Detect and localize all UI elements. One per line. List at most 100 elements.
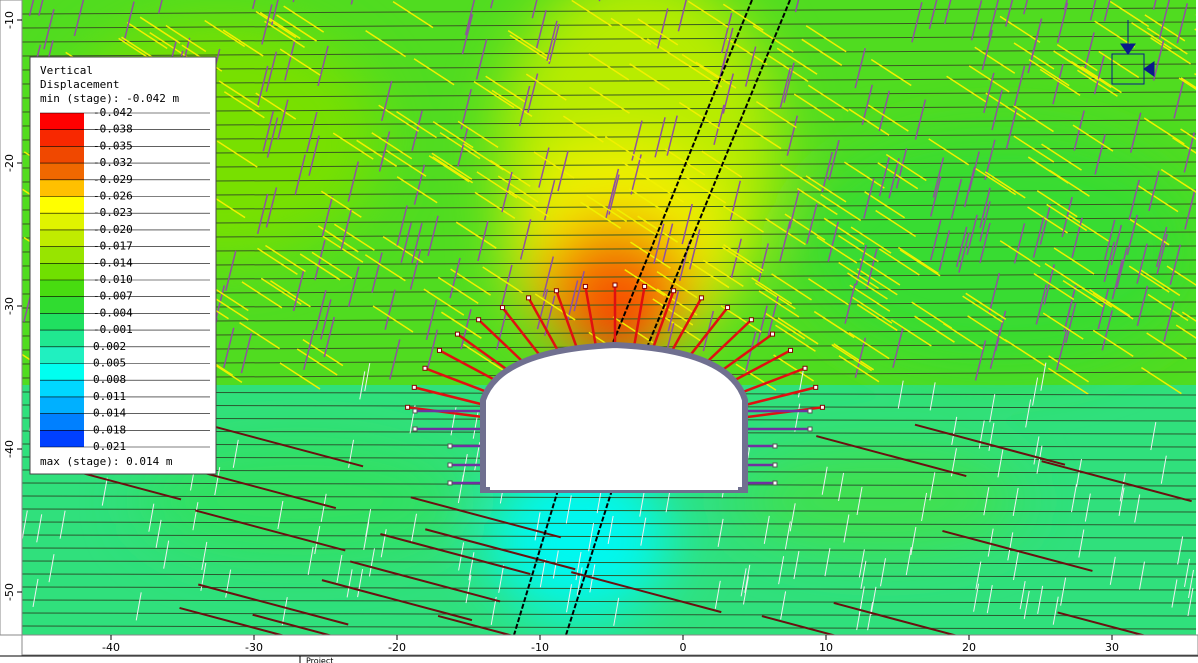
joint [1073,110,1085,151]
joint [575,551,582,581]
legend-label: -0.014 [93,256,133,269]
bolt-end [412,426,418,432]
joint [101,477,108,506]
joint [988,422,995,451]
joint [22,510,28,539]
joint [465,574,472,604]
joint [1068,214,1110,242]
joint [610,17,652,45]
joint [1089,289,1130,317]
joint [299,253,341,281]
joint [496,309,508,350]
joint [22,599,1196,604]
joint [975,561,982,590]
contour [140,440,460,560]
joint [899,249,941,277]
joint [950,178,963,220]
joint [22,560,1196,565]
bolt-end [422,365,428,371]
joint [666,115,678,156]
fault-line [647,0,791,346]
joint [321,579,473,622]
joint [828,139,840,181]
fault-line [611,0,753,346]
joint [723,244,764,272]
y-tick-label: -50 [3,583,16,601]
joint [148,503,155,532]
joint [476,171,518,199]
joint [357,569,364,598]
joint [999,240,1041,268]
legend-swatch [40,313,84,331]
joint [745,331,757,372]
joint [261,4,273,45]
joint [1042,312,1084,340]
rock-bolt [683,306,729,364]
joint [149,32,191,60]
joint [784,521,791,550]
joint [455,221,497,249]
joint [685,176,727,204]
joint [256,65,269,107]
legend-label: -0.004 [93,306,133,319]
joint [1156,233,1168,275]
joint [758,290,800,318]
legend-swatch [40,246,84,264]
joint [720,305,762,333]
legend-label: -0.023 [93,206,133,219]
contour [740,450,1020,550]
joint [1108,0,1150,28]
legend-label: 0.011 [93,390,126,403]
joint [346,569,353,598]
joint [1155,226,1168,268]
load-indicator [1111,20,1155,85]
joint [255,10,297,39]
joint [848,108,890,136]
joint [1139,268,1181,297]
bolt-end [447,462,453,468]
joint [450,268,492,296]
joint [986,585,993,614]
joint [426,329,439,370]
joint [489,159,531,187]
joint [491,89,533,118]
rock-bolt [632,286,646,352]
joint [866,248,878,290]
joint [1136,285,1149,327]
joint [764,312,806,340]
legend-swatch [40,413,84,431]
joint [1012,487,1019,517]
joint [756,305,768,346]
joint [22,231,1196,239]
joint [1163,301,1175,342]
joint [22,35,1196,43]
joint [371,132,413,160]
joint [794,403,801,432]
joint [1175,324,1196,339]
joint [914,315,955,343]
joint [439,132,481,160]
bolt-end [788,347,794,353]
joint [566,584,573,613]
bolt-end [698,295,704,301]
joint [22,301,1196,309]
joint [1160,455,1167,484]
joint [1184,189,1196,230]
joint [380,529,387,558]
joint [604,136,646,164]
joint [816,435,967,478]
joint [740,568,747,597]
joint [801,38,843,66]
joint [441,311,482,339]
joint [979,222,991,264]
joint [256,193,269,235]
legend-label: -0.010 [93,273,133,286]
joint [1152,0,1157,10]
joint [630,241,671,269]
legend-swatch [40,263,84,280]
joint [1116,247,1128,288]
joint [223,91,265,119]
joint [630,154,642,195]
joint [914,423,1066,466]
joint [687,0,729,28]
